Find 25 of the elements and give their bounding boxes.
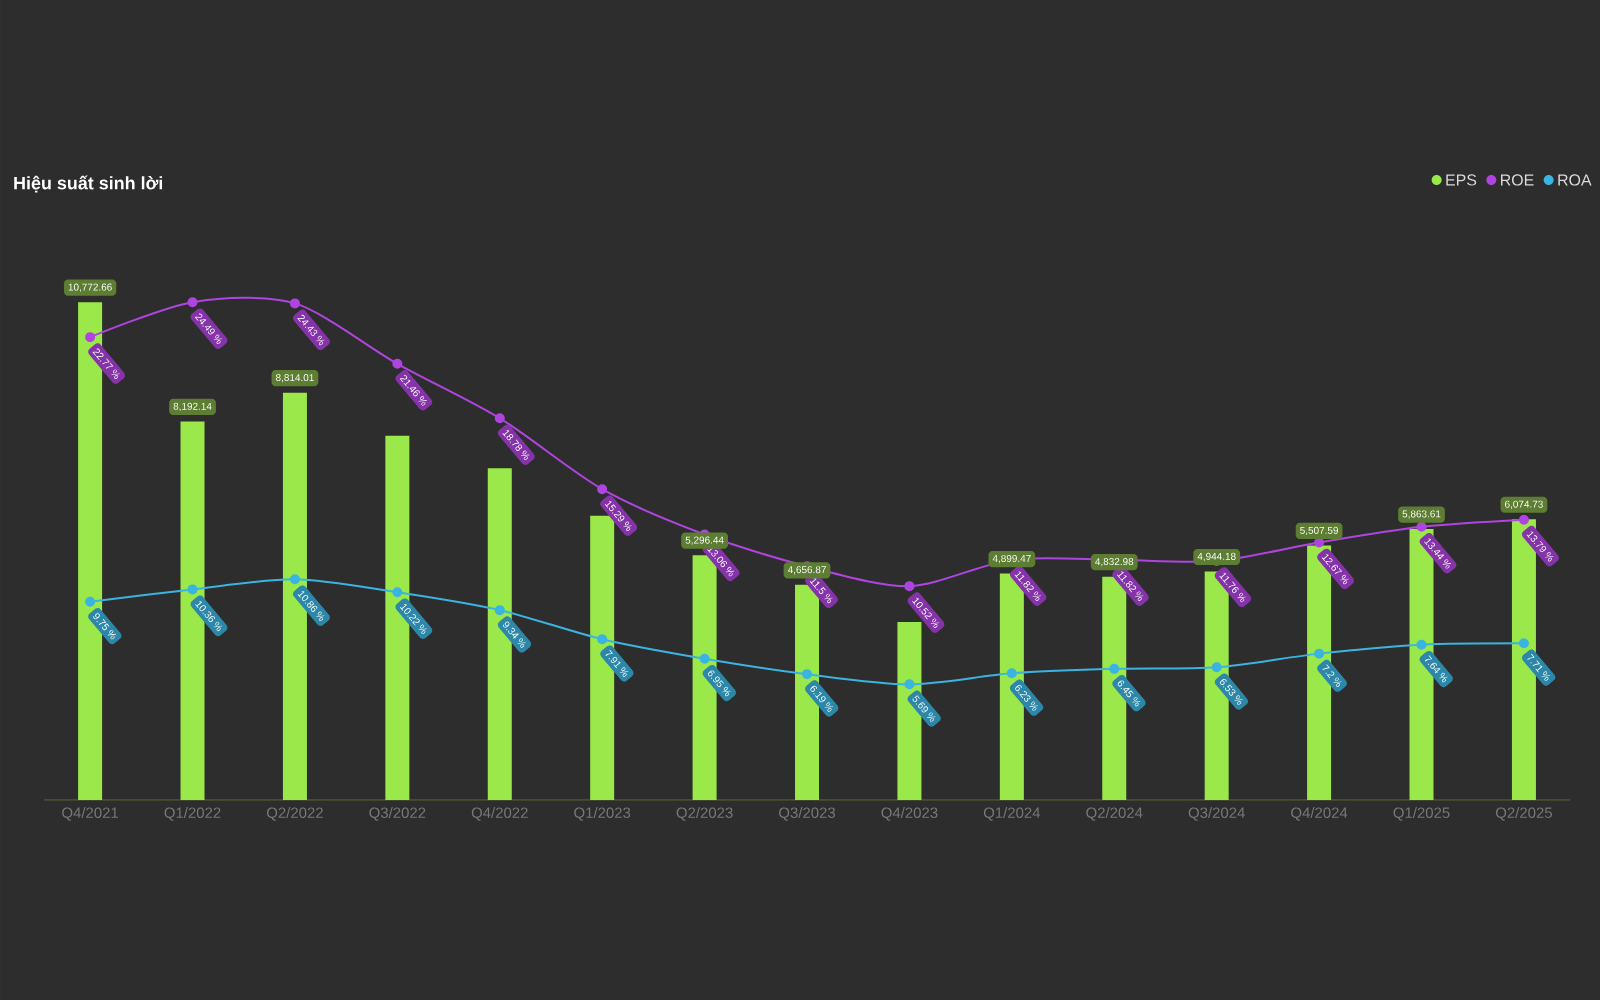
point [289, 298, 300, 309]
point [187, 297, 198, 308]
point [904, 581, 915, 592]
point [494, 413, 505, 424]
point [494, 605, 505, 616]
point [904, 679, 915, 690]
point [597, 484, 608, 495]
point [1006, 668, 1017, 679]
point [1518, 638, 1529, 649]
point [392, 587, 403, 598]
point [85, 596, 96, 607]
point [1518, 514, 1529, 525]
point [597, 634, 608, 645]
point [392, 358, 403, 369]
point [802, 669, 813, 680]
point [1314, 648, 1325, 659]
chart-title: Hiệu suất sinh lời [14, 175, 163, 193]
point [1109, 663, 1120, 674]
point [289, 574, 300, 585]
point [1416, 521, 1427, 532]
point [187, 584, 198, 595]
point [699, 653, 710, 664]
point [85, 332, 96, 343]
point [1416, 639, 1427, 650]
point [1211, 662, 1222, 673]
